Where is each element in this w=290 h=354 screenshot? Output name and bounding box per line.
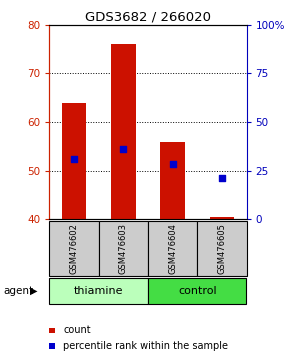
Text: agent: agent — [3, 286, 33, 296]
Text: ▶: ▶ — [30, 286, 37, 296]
Bar — [209, 217, 234, 219]
Title: GDS3682 / 266020: GDS3682 / 266020 — [85, 11, 211, 24]
Bar — [49, 221, 99, 276]
Point — [220, 175, 224, 181]
Bar — [197, 221, 246, 276]
Bar — [148, 278, 246, 304]
Bar — [49, 278, 148, 304]
Text: percentile rank within the sample: percentile rank within the sample — [63, 341, 228, 351]
Bar — [111, 44, 135, 219]
Point — [121, 146, 126, 152]
Text: GSM476604: GSM476604 — [168, 223, 177, 274]
Bar — [148, 221, 197, 276]
Point — [72, 156, 76, 161]
Bar — [99, 221, 148, 276]
Text: GSM476603: GSM476603 — [119, 223, 128, 274]
Text: count: count — [63, 325, 91, 335]
Text: control: control — [178, 286, 217, 296]
Point — [170, 161, 175, 166]
Text: GSM476602: GSM476602 — [69, 223, 79, 274]
Text: GSM476605: GSM476605 — [217, 223, 226, 274]
Bar — [61, 103, 86, 219]
Bar — [160, 142, 185, 219]
Text: thiamine: thiamine — [74, 286, 123, 296]
